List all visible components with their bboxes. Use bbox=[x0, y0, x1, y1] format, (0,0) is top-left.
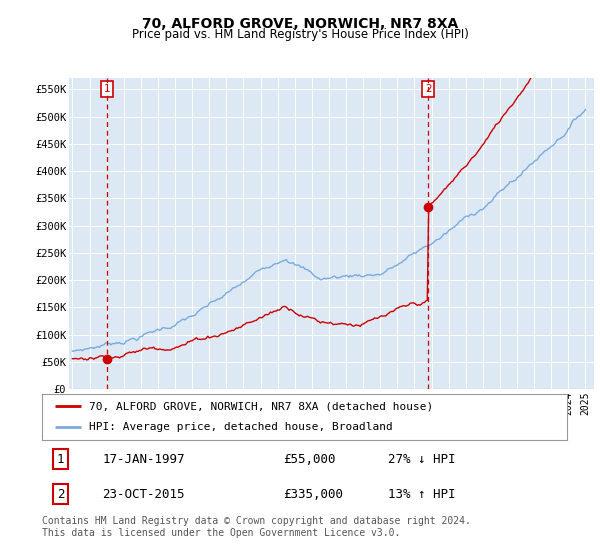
Text: 23-OCT-2015: 23-OCT-2015 bbox=[103, 488, 185, 501]
Text: 17-JAN-1997: 17-JAN-1997 bbox=[103, 452, 185, 466]
Text: 70, ALFORD GROVE, NORWICH, NR7 8XA: 70, ALFORD GROVE, NORWICH, NR7 8XA bbox=[142, 17, 458, 31]
Text: 1: 1 bbox=[104, 84, 110, 94]
Text: 70, ALFORD GROVE, NORWICH, NR7 8XA (detached house): 70, ALFORD GROVE, NORWICH, NR7 8XA (deta… bbox=[89, 401, 433, 411]
Text: 1: 1 bbox=[56, 452, 64, 466]
Text: 2: 2 bbox=[56, 488, 64, 501]
Text: £335,000: £335,000 bbox=[284, 488, 343, 501]
Text: Price paid vs. HM Land Registry's House Price Index (HPI): Price paid vs. HM Land Registry's House … bbox=[131, 28, 469, 41]
Text: £55,000: £55,000 bbox=[284, 452, 336, 466]
Text: 27% ↓ HPI: 27% ↓ HPI bbox=[389, 452, 456, 466]
Text: 13% ↑ HPI: 13% ↑ HPI bbox=[389, 488, 456, 501]
Text: 2: 2 bbox=[425, 84, 431, 94]
Text: HPI: Average price, detached house, Broadland: HPI: Average price, detached house, Broa… bbox=[89, 422, 393, 432]
Text: Contains HM Land Registry data © Crown copyright and database right 2024.
This d: Contains HM Land Registry data © Crown c… bbox=[42, 516, 471, 538]
